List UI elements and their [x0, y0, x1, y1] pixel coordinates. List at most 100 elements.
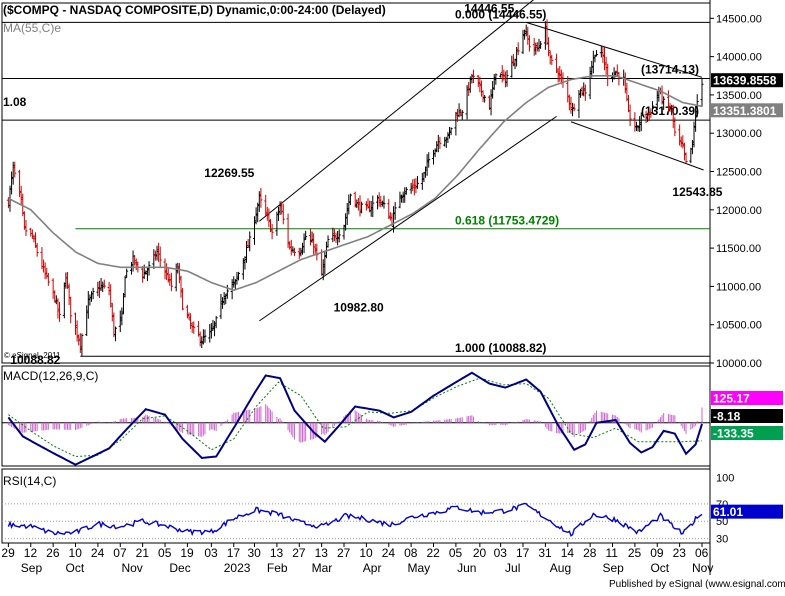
x-tick-label: 10 — [69, 546, 83, 560]
pane-frame-3 — [1, 468, 711, 544]
price-tick-label: 12000.00 — [716, 205, 762, 217]
x-tick-label: 10 — [359, 546, 373, 560]
trendline — [258, 0, 535, 222]
macd-line — [7, 371, 703, 466]
x-month-label: Jul — [505, 561, 520, 575]
rsi-value-bg — [711, 504, 783, 519]
x-tick-label: 09 — [650, 546, 664, 560]
x-tick-label: 25 — [628, 546, 642, 560]
x-tick-label: 06 — [695, 546, 709, 560]
price-annotation: 10088.82 — [10, 353, 60, 367]
price-tick-label: 14000.00 — [716, 52, 762, 64]
x-tick-label: 05 — [158, 546, 172, 560]
x-month-label: Sep — [603, 561, 625, 575]
x-month-label: Oct — [650, 561, 669, 575]
price-tick-label: 11500.00 — [716, 243, 761, 255]
x-tick-label: 23 — [673, 546, 687, 560]
macd-hist-value-bg — [711, 391, 783, 405]
rsi-value: 61.01 — [713, 505, 743, 519]
x-month-label: Oct — [66, 561, 85, 575]
rsi-tick-label: 50 — [716, 516, 728, 528]
last-price-label-bg — [711, 73, 783, 88]
level-label: 1.000 (10088.82) — [455, 341, 546, 355]
x-tick-label: 21 — [136, 546, 150, 560]
x-tick-label: 29 — [1, 546, 15, 560]
signal-value-bg — [711, 426, 783, 440]
level-label: 0.000 (14446.55) — [455, 7, 546, 21]
price-tick-label: 10500.00 — [716, 320, 762, 332]
price-annotation: 10982.80 — [334, 301, 384, 315]
x-tick-label: 05 — [449, 546, 463, 560]
x-tick-label: 03 — [494, 546, 508, 560]
x-tick-label: 11 — [606, 546, 619, 560]
x-tick-label: 12 — [24, 546, 38, 560]
chart-title: ($COMPQ - NASDAQ COMPOSITE,D) Dynamic,0:… — [3, 3, 386, 17]
watermark: © eSignal, 2011 — [4, 351, 61, 360]
last-price-label: 13639.8558 — [713, 74, 777, 88]
macd-hist-value: 125.17 — [713, 392, 750, 406]
x-tick-label: 07 — [113, 546, 127, 560]
price-tick-label: 13500.00 — [716, 90, 762, 102]
price-annotation: 12269.55 — [204, 166, 254, 180]
price-annotation: 12543.85 — [672, 185, 722, 199]
ma-value-label: 13351.3801 — [713, 104, 777, 118]
rsi-line — [7, 502, 703, 537]
signal-value: -133.35 — [713, 427, 754, 441]
left-label: 1.08 — [3, 95, 27, 109]
rsi-tick-label: 100 — [716, 473, 734, 485]
trendline — [570, 121, 704, 171]
x-month-label: Apr — [363, 561, 382, 575]
x-tick-label: 19 — [180, 546, 194, 560]
x-month-label: Sep — [21, 561, 43, 575]
macd-title: MACD(12,26,9,C) — [3, 369, 98, 383]
x-tick-label: 26 — [46, 546, 60, 560]
x-month-label: Dec — [169, 561, 190, 575]
x-tick-label: 28 — [583, 546, 597, 560]
rsi-title: RSI(14,C) — [3, 474, 56, 488]
x-tick-label: 20 — [473, 546, 487, 560]
level-label: (13714.13) — [641, 63, 699, 77]
rsi-tick-label: 30 — [716, 534, 728, 546]
x-tick-label: 24 — [91, 546, 105, 560]
x-tick-label: 27 — [337, 546, 351, 560]
x-tick-label: 03 — [204, 546, 218, 560]
ma-label: MA(55,C)e — [3, 21, 61, 35]
x-month-label: May — [408, 561, 431, 575]
ma-value-label-bg — [711, 103, 783, 118]
x-month-label: Jun — [457, 561, 476, 575]
macd-signal-line — [8, 377, 703, 458]
x-tick-label: 27 — [292, 546, 306, 560]
trendline — [526, 21, 703, 78]
price-tick-label: 11000.00 — [716, 281, 761, 293]
trendline — [259, 115, 557, 322]
x-month-label: Mar — [312, 561, 333, 575]
x-tick-label: 13 — [270, 546, 284, 560]
macd-value-bg — [711, 409, 783, 423]
macd-value: -8.18 — [713, 410, 741, 424]
price-tick-label: 10000.00 — [716, 358, 762, 370]
x-tick-label: 30 — [248, 546, 262, 560]
ma-55-line — [8, 75, 703, 292]
price-annotation: 14446.55 — [464, 1, 514, 15]
x-tick-label: 31 — [538, 546, 552, 560]
x-tick-label: 22 — [427, 546, 441, 560]
pane-frame-2 — [1, 365, 711, 467]
level-label: 0.618 (11753.4729) — [455, 214, 559, 228]
price-tick-label: 12500.00 — [716, 167, 762, 179]
x-tick-label: 17 — [516, 546, 530, 560]
x-tick-label: 17 — [227, 546, 241, 560]
x-tick-label: 13 — [315, 546, 329, 560]
x-tick-label: 08 — [404, 546, 418, 560]
x-month-label: Nov — [121, 561, 142, 575]
x-tick-label: 14 — [561, 546, 575, 560]
x-month-label: Aug — [550, 561, 571, 575]
price-tick-label: 13000.00 — [716, 128, 762, 140]
x-month-label: Nov — [692, 561, 713, 575]
x-month-label: Feb — [267, 561, 288, 575]
price-tick-label: 14500.00 — [716, 13, 762, 25]
x-tick-label: 24 — [382, 546, 396, 560]
footer-credit: Published by eSignal (www.esignal.com) — [609, 579, 785, 590]
x-month-label: 2023 — [224, 561, 251, 575]
